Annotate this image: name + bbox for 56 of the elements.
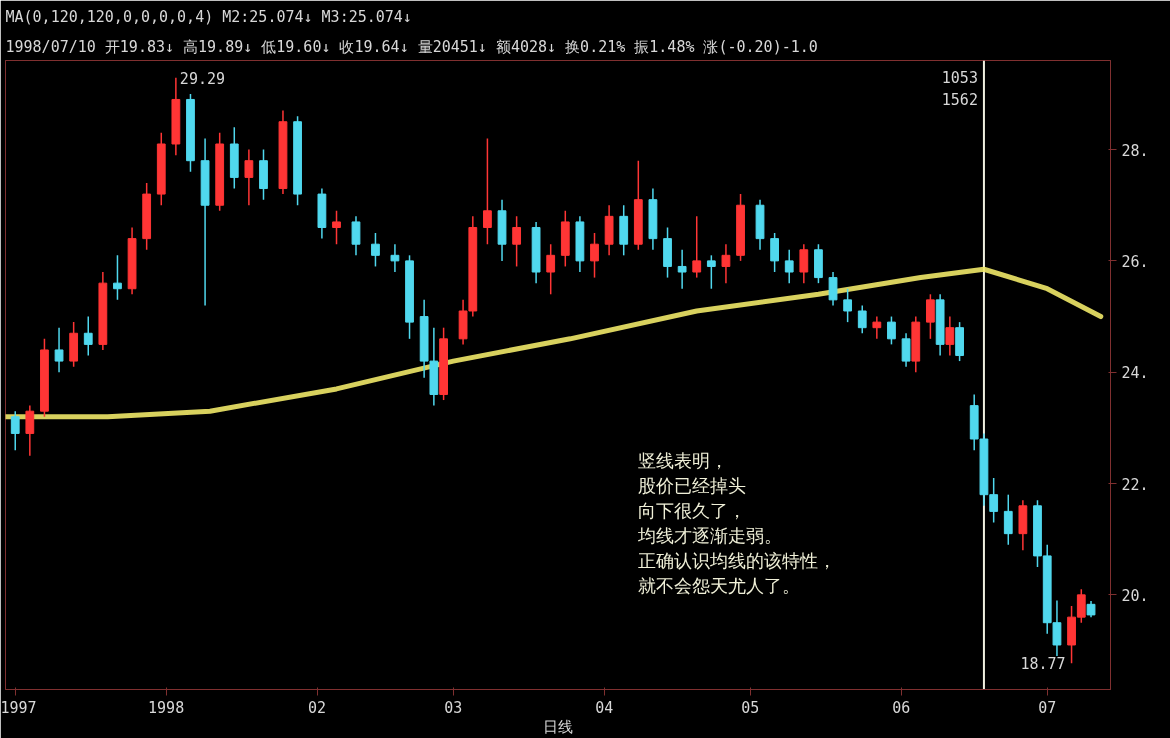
candlestick xyxy=(512,215,522,268)
x-tick-label: 03 xyxy=(444,698,463,717)
annotation: 1053 xyxy=(941,69,978,88)
candlestick xyxy=(546,243,556,296)
candlestick xyxy=(692,215,702,279)
chart-subtitle: 1998/07/10 开19.83↓ 高19.89↓ 低19.60↓ 收19.64↓ 量20451↓ 额4028↓ 换0.21% 振1.48% 涨(-0.20)-1.0 xyxy=(5,37,818,56)
candlestick xyxy=(926,293,935,340)
candlestick xyxy=(10,410,20,451)
annotation: 正确认识均线的该特性， xyxy=(638,550,837,572)
candlestick xyxy=(351,215,361,257)
annotation: 竖线表明， xyxy=(638,450,729,472)
candlestick xyxy=(244,148,254,206)
annotation: 18.77 xyxy=(1020,655,1066,674)
annotation: 向下很久了， xyxy=(638,500,747,522)
candlestick xyxy=(332,210,341,245)
y-tick-label: 22. xyxy=(1121,475,1149,494)
candlestick xyxy=(857,304,867,334)
candlestick xyxy=(945,315,955,357)
candlestick xyxy=(677,249,687,290)
annotation: 股价已经掉头 xyxy=(638,475,747,497)
x-tick-label: 06 xyxy=(892,698,911,717)
candlestick xyxy=(770,232,780,273)
candlestick xyxy=(843,287,853,323)
candlestick xyxy=(590,232,599,279)
x-tick-label: 1998 xyxy=(148,698,185,717)
candlestick xyxy=(706,254,716,290)
candlestick xyxy=(83,315,93,357)
x-axis-title: 日线 xyxy=(543,717,573,736)
y-tick-label: 26. xyxy=(1121,252,1149,271)
y-tick-label: 28. xyxy=(1121,141,1149,160)
candlestick xyxy=(872,315,882,340)
annotation: 就不会怨天尤人了。 xyxy=(638,575,801,597)
candlestick xyxy=(25,404,35,457)
candlestick xyxy=(54,326,64,373)
candlestick xyxy=(784,249,794,284)
candlestick xyxy=(799,243,809,284)
x-tick-label: 07 xyxy=(1038,698,1057,717)
x-tick-label: 04 xyxy=(595,698,614,717)
candlestick xyxy=(390,243,400,273)
candlestick xyxy=(721,243,731,284)
x-tick-label: 05 xyxy=(741,698,760,717)
x-tick-label: 1997 xyxy=(0,698,37,717)
candlestick xyxy=(113,254,122,301)
candlestick xyxy=(483,137,492,245)
candlestick xyxy=(371,232,380,268)
y-tick-label: 24. xyxy=(1121,364,1149,383)
candlestick xyxy=(828,271,838,307)
x-tick-label: 02 xyxy=(308,698,327,717)
candlestick xyxy=(1003,493,1013,546)
candlestick xyxy=(901,332,911,368)
annotation: 1562 xyxy=(941,91,978,110)
y-tick-label: 20. xyxy=(1121,586,1149,605)
annotation: 均线才逐渐走弱。 xyxy=(637,525,783,547)
candlestick xyxy=(887,315,896,346)
chart-title: MA(0,120,120,0,0,0,0,4) M2:25.074↓ M3:25.074↓ xyxy=(5,7,412,26)
annotation: 29.29 xyxy=(179,69,226,88)
